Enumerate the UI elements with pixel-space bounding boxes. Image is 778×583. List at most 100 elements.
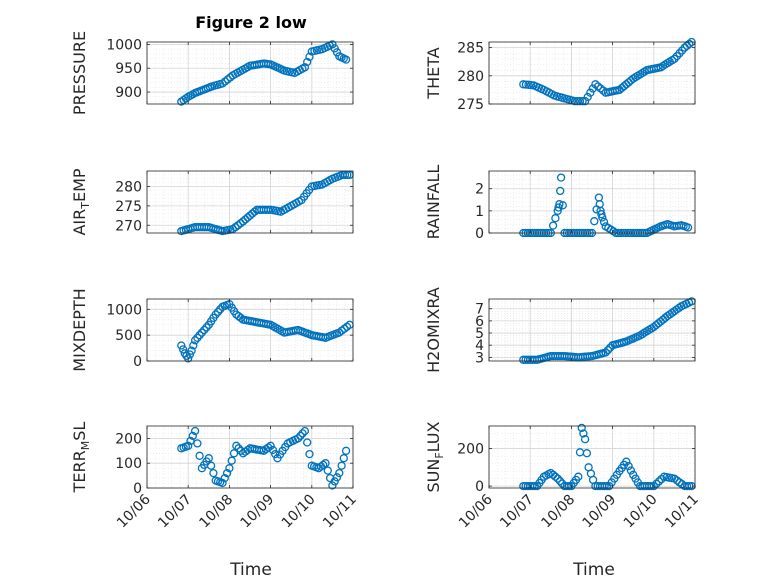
data-point — [555, 200, 564, 209]
series-markers — [519, 423, 696, 491]
y-axis-label: MIXDEPTH — [70, 288, 89, 371]
axes-background — [489, 42, 695, 104]
data-point — [195, 451, 204, 460]
y-tick-label: 0 — [133, 481, 142, 497]
data-point — [339, 454, 348, 463]
y-tick-label: 200 — [115, 431, 142, 447]
y-tick-label: 2 — [475, 182, 484, 198]
data-point — [580, 435, 590, 444]
data-point — [193, 333, 202, 342]
axes-frame — [488, 41, 696, 105]
data-point — [211, 310, 220, 319]
data-point — [332, 48, 342, 57]
data-point — [521, 80, 531, 89]
y-axis-label: SUNFLUX — [424, 421, 446, 492]
series-markers — [177, 40, 351, 106]
data-point — [300, 63, 310, 72]
y-axis-label: H2OMIXRA — [424, 287, 443, 373]
data-point — [185, 350, 195, 359]
data-point — [341, 446, 351, 455]
data-point — [582, 449, 592, 458]
data-point — [593, 82, 603, 91]
x-tick-label: 10/06 — [114, 491, 154, 531]
subplot-theta: 275 280 285 THETA — [424, 38, 696, 113]
y-axis-label: PRESSURE — [70, 31, 89, 115]
data-point — [575, 97, 585, 106]
data-point — [268, 445, 278, 455]
data-point — [601, 348, 610, 357]
y-tick-label: 275 — [457, 97, 484, 113]
y-tick-label: 275 — [115, 199, 142, 215]
y-tick-label: 0 — [475, 226, 484, 242]
y-tick-label: 1000 — [106, 37, 142, 53]
series-markers — [177, 426, 351, 490]
x-tick-label: 10/10 — [279, 492, 319, 532]
y-tick-label: 6 — [475, 314, 484, 330]
y-tick-label: 1000 — [106, 302, 142, 318]
data-point — [598, 213, 607, 222]
x-tick-label: 10/08 — [196, 492, 236, 532]
data-point — [190, 426, 200, 436]
data-point — [586, 88, 595, 97]
data-point — [184, 354, 193, 363]
data-point — [597, 210, 606, 219]
data-point — [556, 173, 566, 182]
data-point — [654, 477, 664, 486]
data-point — [188, 431, 197, 441]
y-tick-label: 950 — [115, 61, 142, 77]
data-point — [220, 77, 230, 86]
subplot-terr-msl: 0 100 200 10/06 10/07 10/08 10/09 10/10 10/11 TER… — [70, 422, 360, 532]
data-point — [551, 214, 560, 223]
x-tick-label: 10/07 — [497, 492, 537, 532]
data-point — [551, 472, 560, 481]
data-point — [573, 97, 582, 106]
data-point — [554, 203, 563, 212]
data-point — [296, 431, 305, 441]
y-tick-label: 285 — [457, 41, 484, 57]
y-tick-label: 7 — [475, 302, 484, 318]
data-point — [683, 223, 693, 232]
data-point — [209, 468, 218, 478]
axes-frame — [488, 170, 696, 234]
data-point — [321, 459, 330, 468]
data-point — [553, 474, 562, 483]
data-point — [204, 454, 213, 463]
data-point — [548, 221, 558, 230]
series-markers — [519, 297, 696, 364]
data-point — [558, 201, 567, 210]
data-point — [590, 217, 599, 226]
data-point — [184, 441, 193, 450]
axes-background — [489, 299, 695, 361]
data-point — [555, 476, 565, 486]
y-tick-label: 3 — [475, 350, 484, 366]
axes-frame — [488, 425, 696, 489]
data-point — [682, 481, 692, 491]
x-tick-label: 10/08 — [538, 492, 578, 532]
data-point — [335, 468, 344, 478]
data-point — [583, 92, 592, 102]
axes-background — [147, 426, 353, 488]
data-point — [236, 313, 245, 323]
data-point — [626, 466, 636, 475]
y-tick-label: 500 — [115, 328, 142, 344]
data-point — [556, 186, 565, 196]
series-markers — [519, 38, 696, 106]
data-point — [303, 438, 312, 447]
data-point — [649, 481, 658, 491]
data-point — [591, 80, 600, 89]
data-point — [225, 464, 234, 473]
x-tick-label: 10/11 — [662, 492, 702, 532]
data-point — [227, 456, 236, 465]
data-point — [177, 341, 186, 350]
x-tick-label: 10/11 — [320, 492, 360, 532]
data-point — [232, 441, 241, 450]
x-tick-label: 10/10 — [621, 492, 661, 532]
data-point — [335, 328, 344, 337]
data-point — [305, 52, 314, 61]
data-point — [195, 331, 204, 340]
data-point — [206, 461, 216, 470]
data-point — [303, 57, 312, 67]
data-point — [293, 434, 303, 443]
